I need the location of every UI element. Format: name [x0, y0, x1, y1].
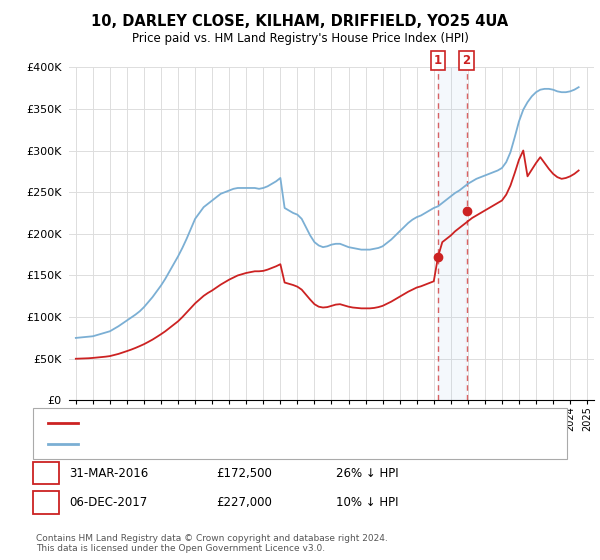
Text: 10% ↓ HPI: 10% ↓ HPI — [336, 496, 398, 509]
Text: 06-DEC-2017: 06-DEC-2017 — [69, 496, 147, 509]
Text: £172,500: £172,500 — [216, 466, 272, 480]
Text: 2: 2 — [463, 54, 470, 67]
Text: 2: 2 — [42, 496, 50, 509]
Text: 31-MAR-2016: 31-MAR-2016 — [69, 466, 148, 480]
Text: Contains HM Land Registry data © Crown copyright and database right 2024.
This d: Contains HM Land Registry data © Crown c… — [36, 534, 388, 553]
Text: 1: 1 — [434, 54, 442, 67]
Text: £227,000: £227,000 — [216, 496, 272, 509]
Text: 1: 1 — [42, 466, 50, 480]
Text: 10, DARLEY CLOSE, KILHAM, DRIFFIELD, YO25 4UA: 10, DARLEY CLOSE, KILHAM, DRIFFIELD, YO2… — [91, 14, 509, 29]
Text: HPI: Average price, detached house, East Riding of Yorkshire: HPI: Average price, detached house, East… — [87, 438, 403, 449]
Bar — [438, 67, 466, 400]
Text: 10, DARLEY CLOSE, KILHAM, DRIFFIELD, YO25 4UA (detached house): 10, DARLEY CLOSE, KILHAM, DRIFFIELD, YO2… — [87, 418, 443, 428]
Text: 26% ↓ HPI: 26% ↓ HPI — [336, 466, 398, 480]
Text: Price paid vs. HM Land Registry's House Price Index (HPI): Price paid vs. HM Land Registry's House … — [131, 32, 469, 45]
